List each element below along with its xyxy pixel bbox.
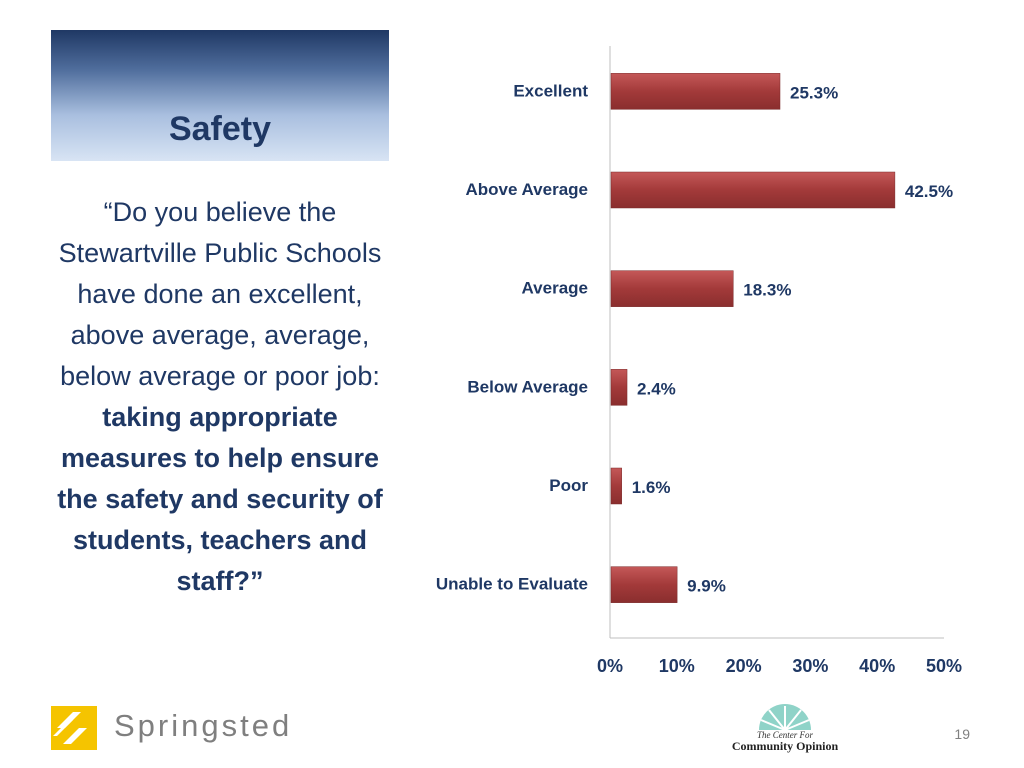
x-tick-label: 40% <box>859 656 895 676</box>
data-label: 25.3% <box>790 83 838 102</box>
category-label: Average <box>522 279 588 298</box>
bar <box>610 566 678 603</box>
question-emphasis: taking appropriate measures to help ensu… <box>57 402 383 596</box>
category-label: Poor <box>549 476 588 495</box>
x-tick-label: 50% <box>926 656 962 676</box>
data-label: 18.3% <box>743 281 791 300</box>
category-label: Excellent <box>513 81 588 100</box>
brand-name: Springsted <box>114 708 293 743</box>
survey-question: “Do you believe the Stewartville Public … <box>52 192 388 602</box>
category-label: Above Average <box>465 180 588 199</box>
category-label: Unable to Evaluate <box>436 575 588 594</box>
community-opinion-logo-icon <box>759 704 811 731</box>
data-label: 1.6% <box>632 478 671 497</box>
data-label: 2.4% <box>637 379 676 398</box>
partner-name: Community Opinion <box>731 739 839 753</box>
springsted-logo-icon <box>51 706 97 750</box>
bar <box>610 73 781 110</box>
category-label: Below Average <box>467 377 588 396</box>
question-text: “Do you believe the Stewartville Public … <box>58 197 382 391</box>
x-tick-label: 0% <box>597 656 623 676</box>
x-tick-label: 20% <box>726 656 762 676</box>
data-label: 9.9% <box>687 577 726 596</box>
bar <box>610 171 896 209</box>
bar <box>610 467 622 505</box>
partner-tagline: The Center For <box>757 730 813 740</box>
page-number: 19 <box>954 726 970 742</box>
bar <box>610 270 734 307</box>
bar-chart: Excellent 25.3% Above Average 42.5% Average 1… <box>436 46 962 676</box>
x-tick-label: 10% <box>659 656 695 676</box>
bar <box>610 369 628 406</box>
title-banner: Safety <box>51 30 389 161</box>
x-tick-label: 30% <box>792 656 828 676</box>
slide-title: Safety <box>168 110 272 148</box>
data-label: 42.5% <box>905 182 953 201</box>
